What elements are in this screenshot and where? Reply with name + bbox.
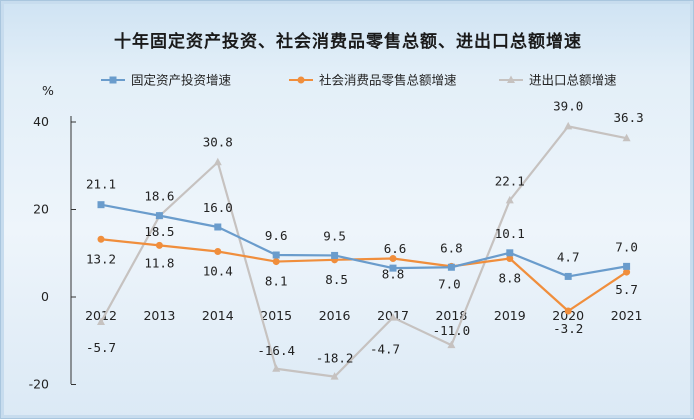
data-label: -5.7 bbox=[86, 340, 116, 355]
data-label: 8.8 bbox=[382, 267, 405, 282]
data-label: 30.8 bbox=[203, 134, 233, 149]
data-label: 39.0 bbox=[553, 98, 583, 113]
data-point bbox=[214, 223, 222, 231]
series-line bbox=[100, 238, 628, 313]
data-label: 11.8 bbox=[144, 255, 174, 270]
legend-label: 进出口总额增速 bbox=[529, 73, 617, 88]
data-point bbox=[155, 241, 163, 249]
x-tick-label: 2018 bbox=[435, 308, 467, 323]
data-point bbox=[213, 157, 222, 166]
data-label: 7.0 bbox=[438, 276, 461, 291]
data-label: -18.2 bbox=[316, 351, 354, 366]
legend-marker bbox=[297, 76, 305, 84]
y-tick-label: 40 bbox=[33, 114, 49, 129]
legend-marker bbox=[109, 76, 117, 84]
data-label: 6.8 bbox=[440, 240, 463, 255]
legend-label: 社会消费品零售总额增速 bbox=[319, 73, 457, 88]
data-point bbox=[623, 262, 631, 270]
chart-title: 十年固定资产投资、社会消费品零售总额、进出口总额增速 bbox=[114, 32, 582, 52]
x-tick-label: 2013 bbox=[143, 308, 175, 323]
data-point bbox=[272, 258, 280, 266]
data-label: 10.4 bbox=[203, 264, 233, 279]
x-tick-label: 2015 bbox=[260, 308, 292, 323]
data-point bbox=[622, 133, 631, 142]
data-point bbox=[272, 251, 280, 259]
data-point bbox=[214, 248, 222, 255]
data-label: 10.1 bbox=[495, 226, 525, 241]
data-label: 21.1 bbox=[86, 177, 116, 192]
data-label: 8.5 bbox=[325, 272, 348, 287]
data-point bbox=[155, 212, 163, 220]
y-tick-label: 20 bbox=[33, 202, 49, 217]
data-point bbox=[331, 251, 339, 259]
y-tick-label: 0 bbox=[41, 289, 49, 304]
data-point bbox=[564, 307, 572, 315]
data-point bbox=[97, 235, 105, 243]
data-point bbox=[506, 255, 514, 262]
data-label: 4.7 bbox=[557, 249, 580, 264]
data-label: 8.1 bbox=[265, 274, 288, 289]
data-label: -4.7 bbox=[370, 342, 400, 357]
data-point bbox=[97, 201, 105, 209]
data-label: 18.5 bbox=[144, 224, 174, 239]
series-line bbox=[100, 203, 627, 278]
data-label: -3.2 bbox=[553, 321, 583, 336]
data-label: 9.6 bbox=[265, 228, 288, 243]
data-label: 13.2 bbox=[86, 251, 116, 266]
x-tick-label: 2014 bbox=[202, 308, 234, 323]
data-point bbox=[564, 121, 573, 130]
data-point bbox=[389, 264, 397, 272]
y-tick-label: -20 bbox=[29, 377, 49, 392]
data-point bbox=[389, 255, 397, 262]
legend-label: 固定资产投资增速 bbox=[131, 73, 232, 88]
x-tick-label: 2016 bbox=[319, 308, 351, 323]
x-tick-label: 2021 bbox=[611, 308, 643, 323]
data-point bbox=[564, 272, 572, 280]
x-tick-label: 2019 bbox=[494, 308, 526, 323]
data-label: 5.7 bbox=[615, 282, 638, 297]
data-label: 36.3 bbox=[614, 110, 644, 125]
data-label: -11.0 bbox=[433, 323, 471, 338]
data-point bbox=[506, 249, 514, 257]
data-point bbox=[623, 268, 631, 276]
data-label: -16.4 bbox=[257, 343, 295, 358]
data-point bbox=[272, 364, 281, 372]
data-label: 22.1 bbox=[495, 173, 525, 188]
data-label: 18.6 bbox=[144, 189, 174, 204]
data-label: 6.6 bbox=[384, 241, 407, 256]
data-point bbox=[330, 372, 339, 380]
series-line bbox=[100, 125, 627, 378]
x-tick-label: 2020 bbox=[552, 308, 584, 323]
legend-marker bbox=[507, 75, 515, 83]
data-point bbox=[447, 263, 455, 271]
data-point bbox=[389, 313, 397, 321]
data-label: 7.0 bbox=[615, 239, 638, 254]
x-tick-label: 2012 bbox=[85, 308, 117, 323]
data-point bbox=[505, 195, 514, 204]
data-label: 8.8 bbox=[499, 271, 522, 286]
data-label: 16.0 bbox=[203, 200, 233, 215]
data-label: 9.5 bbox=[323, 228, 346, 243]
y-axis-unit-label: % bbox=[42, 83, 54, 98]
data-point bbox=[97, 317, 105, 325]
data-point bbox=[447, 340, 456, 349]
